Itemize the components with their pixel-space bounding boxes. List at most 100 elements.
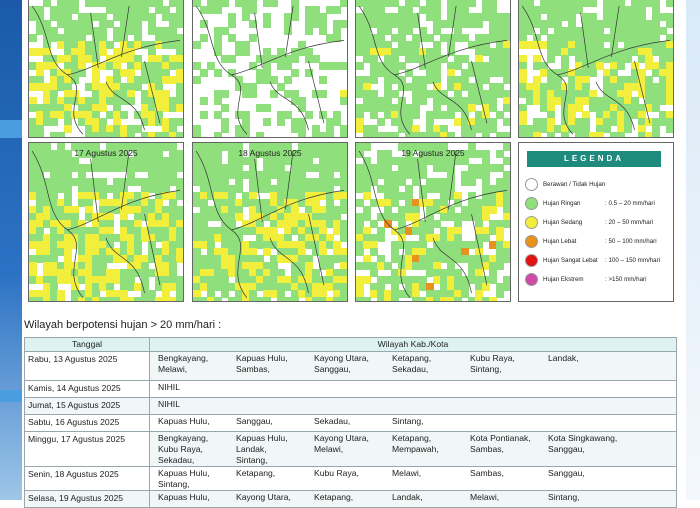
- rain-cell: [291, 157, 299, 165]
- rain-cell: [85, 283, 93, 291]
- rain-cell: [148, 69, 156, 77]
- rain-cell: [176, 97, 183, 105]
- rain-cell: [405, 206, 413, 214]
- rain-cell: [433, 27, 441, 35]
- rain-cell: [475, 213, 483, 221]
- rain-cell: [412, 297, 420, 301]
- rain-cell: [489, 164, 497, 172]
- rain-cell: [242, 0, 250, 7]
- rain-cell: [496, 248, 504, 256]
- rain-cell: [370, 234, 378, 242]
- rain-cell: [176, 34, 183, 42]
- rain-cell: [340, 20, 347, 28]
- rain-cell: [43, 83, 51, 91]
- rain-cell: [298, 269, 306, 277]
- rain-cell: [447, 20, 455, 28]
- rain-cell: [176, 255, 183, 263]
- rain-cell: [447, 241, 455, 249]
- rain-cell: [99, 164, 107, 172]
- rain-cell: [405, 41, 413, 49]
- rain-cell: [200, 199, 208, 207]
- rain-cell: [221, 199, 229, 207]
- rain-cell: [631, 41, 639, 49]
- rain-cell: [489, 62, 497, 70]
- rain-cell: [447, 111, 455, 119]
- rain-cell: [169, 164, 177, 172]
- rain-cell: [242, 111, 250, 119]
- rain-cell: [99, 150, 107, 158]
- rain-cell: [256, 234, 264, 242]
- rain-cell: [134, 0, 142, 7]
- rain-cell: [475, 90, 483, 98]
- rain-cell: [496, 192, 504, 200]
- region-name: Sekadau,: [392, 364, 429, 374]
- district-border: [31, 150, 180, 299]
- rain-cell: [141, 255, 149, 263]
- rain-cell: [256, 297, 264, 301]
- rain-cell: [561, 0, 569, 7]
- rain-cell: [533, 76, 541, 84]
- rain-cell: [363, 276, 371, 284]
- rain-cell: [575, 48, 583, 56]
- rain-cell: [582, 55, 590, 63]
- rain-cell: [568, 111, 576, 119]
- rain-cell: [326, 297, 334, 301]
- rain-cell: [426, 6, 434, 14]
- district-border: [521, 5, 670, 135]
- rain-cell: [155, 132, 163, 137]
- rain-cell: [106, 220, 114, 228]
- rain-cell: [533, 6, 541, 14]
- rain-cell: [85, 241, 93, 249]
- right-scrollbar-strip[interactable]: [685, 0, 700, 500]
- rain-cell: [263, 290, 271, 298]
- rain-cell: [200, 20, 208, 28]
- rain-cell: [526, 27, 534, 35]
- rain-cell: [29, 220, 37, 228]
- rain-cell: [141, 234, 149, 242]
- rain-cell: [405, 241, 413, 249]
- rain-cell: [207, 234, 215, 242]
- rain-cell: [482, 34, 490, 42]
- rain-cell: [503, 199, 510, 207]
- rain-cell: [127, 164, 135, 172]
- rain-cell: [377, 97, 385, 105]
- rain-cell: [447, 48, 455, 56]
- rain-cell: [193, 62, 201, 70]
- rain-cell: [92, 76, 100, 84]
- rain-cell: [43, 269, 51, 277]
- rain-cell: [228, 20, 236, 28]
- rain-cell: [57, 185, 65, 193]
- rain-cell: [659, 62, 667, 70]
- rain-cell: [447, 76, 455, 84]
- rain-cell: [589, 20, 597, 28]
- rain-cell: [363, 157, 371, 165]
- rain-cell: [461, 118, 469, 126]
- rain-cell: [440, 97, 448, 105]
- rain-cell: [162, 90, 170, 98]
- rain-cell: [263, 248, 271, 256]
- rain-cell: [214, 227, 222, 235]
- rain-cell: [162, 13, 170, 21]
- rain-cell: [377, 118, 385, 126]
- rain-cell: [454, 76, 462, 84]
- rain-cell: [200, 34, 208, 42]
- rain-cell: [221, 164, 229, 172]
- rain-cell: [326, 199, 334, 207]
- rain-cell: [631, 48, 639, 56]
- rain-cell: [228, 241, 236, 249]
- rain-cell: [71, 34, 79, 42]
- rain-cell: [624, 27, 632, 35]
- rain-cell: [461, 213, 469, 221]
- rain-cell: [447, 269, 455, 277]
- rain-cell: [214, 0, 222, 7]
- rain-cell: [200, 164, 208, 172]
- rain-cell: [162, 164, 170, 172]
- rain-cell: [503, 276, 510, 284]
- rain-cell: [256, 206, 264, 214]
- rain-cell: [36, 62, 44, 70]
- rain-cell: [242, 83, 250, 91]
- rain-cell: [106, 83, 114, 91]
- rain-cell: [284, 143, 292, 151]
- rain-cell: [533, 34, 541, 42]
- rain-cell: [71, 262, 79, 270]
